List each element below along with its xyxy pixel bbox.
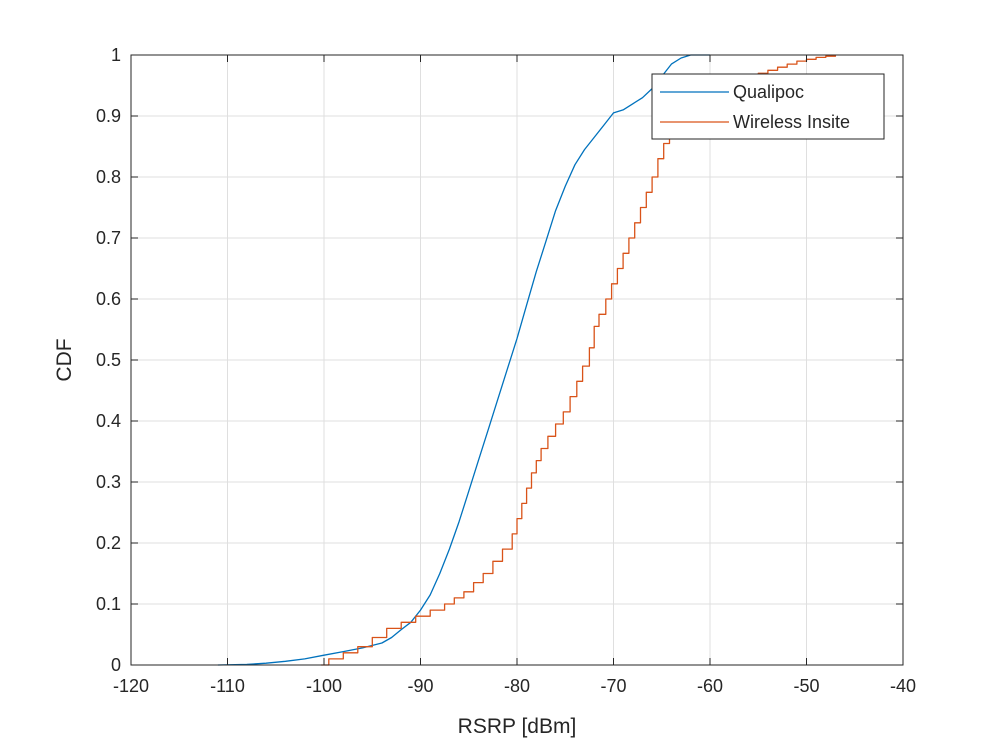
x-tick-label: -100	[306, 676, 342, 696]
y-tick-label: 0.7	[96, 228, 121, 248]
y-tick-label: 0.8	[96, 167, 121, 187]
y-tick-label: 1	[111, 45, 121, 65]
legend-label-2: Wireless Insite	[733, 112, 850, 132]
x-tick-label: -120	[113, 676, 149, 696]
x-tick-label: -110	[210, 676, 245, 696]
legend: Qualipoc Wireless Insite	[651, 73, 885, 140]
y-tick-label: 0.5	[96, 350, 121, 370]
x-tick-label: -60	[697, 676, 723, 696]
y-tick-label: 0.4	[96, 411, 121, 431]
x-tick-label: -50	[793, 676, 819, 696]
x-tick-label: -40	[890, 676, 916, 696]
y-tick-label: 0.2	[96, 533, 121, 553]
x-tick-label: -70	[600, 676, 626, 696]
series-line-1	[217, 54, 710, 666]
y-axis-label: CDF	[53, 338, 76, 381]
legend-label-1: Qualipoc	[733, 82, 804, 102]
legend-box	[651, 73, 885, 140]
x-tick-label: -90	[407, 676, 433, 696]
grid	[131, 55, 903, 665]
y-tick-label: 0.9	[96, 106, 121, 126]
ticks-group: -120 -110 -100 -90 -80 -70 -60 -50 -40 0 0.1 0.2 0.3…	[96, 45, 916, 696]
y-tick-label: 0.6	[96, 289, 121, 309]
y-tick-label: 0.3	[96, 472, 121, 492]
y-tick-label: 0.1	[96, 594, 121, 614]
x-axis-label: RSRP [dBm]	[458, 715, 577, 738]
x-tick-label: -80	[504, 676, 530, 696]
y-tick-label: 0	[111, 655, 121, 675]
